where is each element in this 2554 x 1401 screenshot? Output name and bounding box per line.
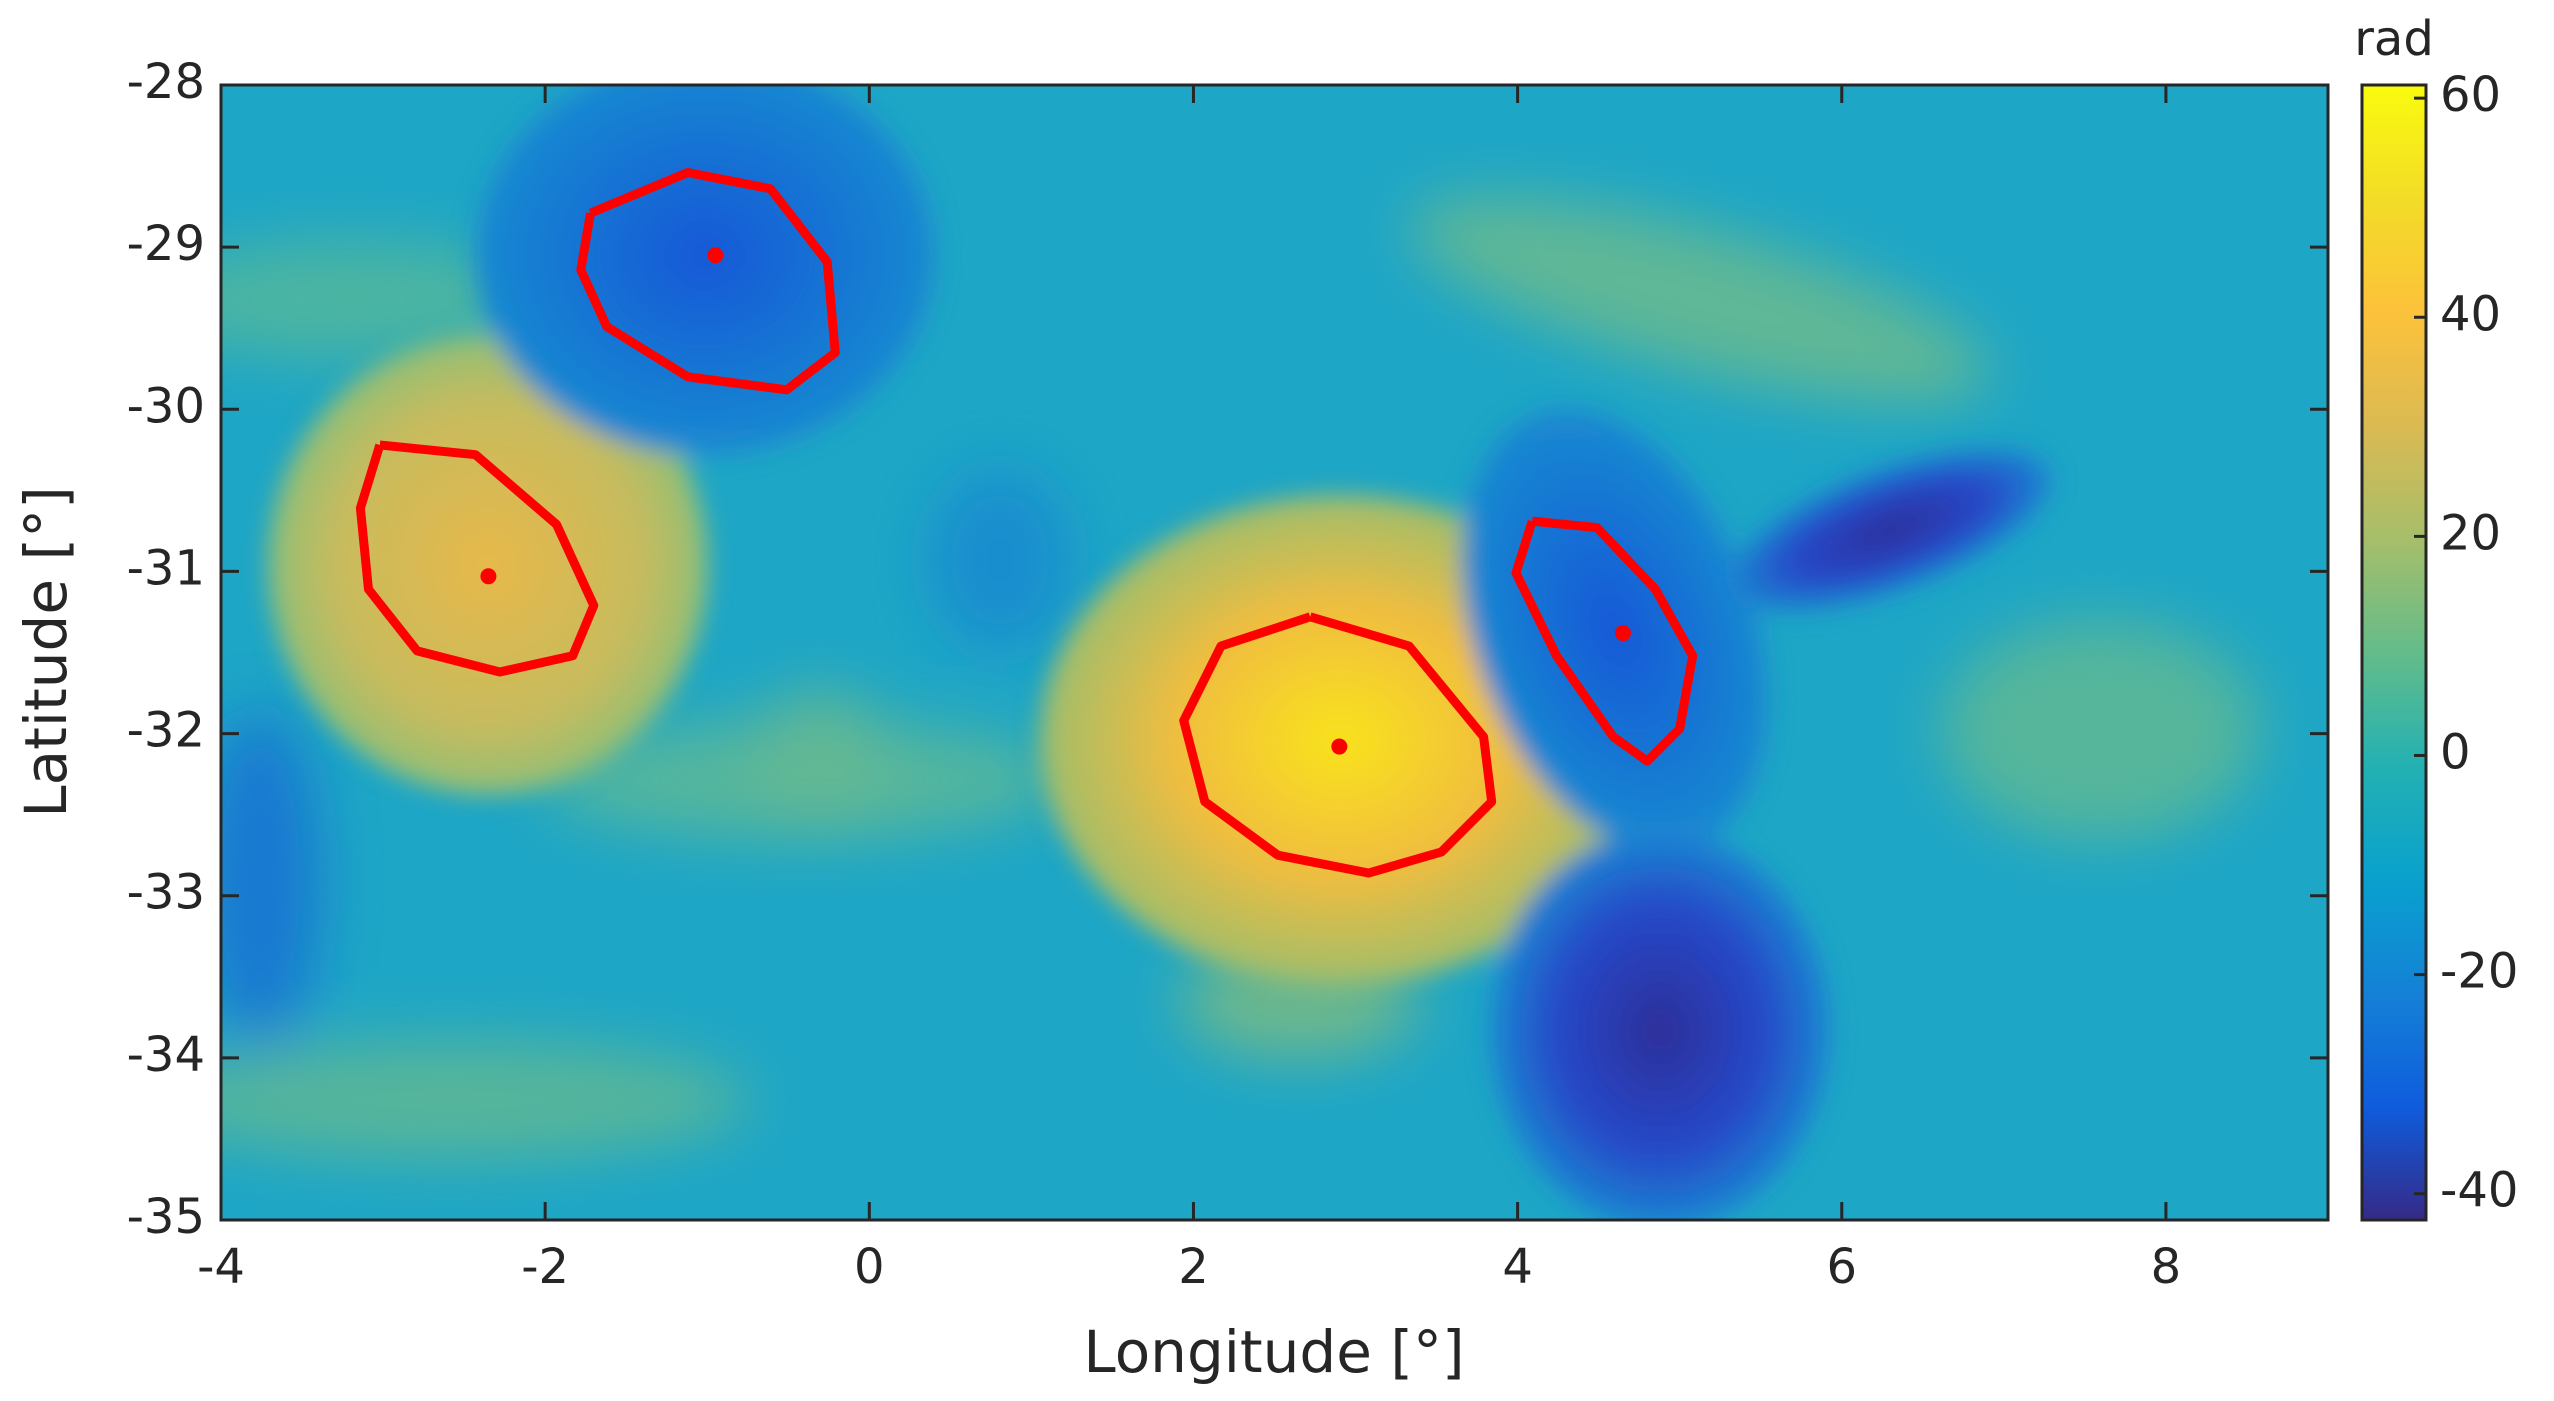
x-axis-label: Longitude [°] xyxy=(1083,1318,1464,1386)
eddy-contour xyxy=(576,168,840,395)
eddy-center xyxy=(1614,625,1631,642)
colorbar-tick-label: -40 xyxy=(2440,1163,2518,1219)
x-tick-label: 8 xyxy=(2151,1239,2182,1295)
y-tick-label: -34 xyxy=(127,1027,205,1083)
eddy-center xyxy=(707,247,724,264)
colorbar-tick-label: 40 xyxy=(2440,286,2501,342)
y-tick-label: -31 xyxy=(127,540,205,596)
colorbar-label: rad xyxy=(2354,11,2434,67)
y-tick-label: -29 xyxy=(127,216,205,272)
colorbar-tick-label: 0 xyxy=(2440,724,2471,780)
x-tick-label: -2 xyxy=(521,1239,569,1295)
y-axis-label: Latitude [°] xyxy=(12,486,80,817)
x-tick-label: 2 xyxy=(1178,1239,1209,1295)
eddy-contour xyxy=(355,440,599,677)
x-tick-label: 6 xyxy=(1826,1239,1857,1295)
x-tick-label: -4 xyxy=(197,1239,245,1295)
y-tick-label: -28 xyxy=(127,54,205,110)
eddy-center xyxy=(480,568,497,585)
y-tick-label: -32 xyxy=(127,703,205,759)
x-tick-label: 4 xyxy=(1502,1239,1533,1295)
colorbar-tick-label: -20 xyxy=(2440,944,2518,1000)
eddy-contour xyxy=(1179,612,1497,878)
eddy-center xyxy=(1331,738,1348,755)
y-tick-label: -30 xyxy=(127,378,205,434)
y-tick-label: -33 xyxy=(127,865,205,921)
colorbar-tick-label: 20 xyxy=(2440,505,2501,561)
y-tick-label: -35 xyxy=(127,1189,205,1245)
x-tick-label: 0 xyxy=(854,1239,885,1295)
plot-frame xyxy=(219,83,2330,1222)
colorbar-tick-label: 60 xyxy=(2440,67,2501,123)
eddy-contour xyxy=(1511,516,1698,766)
colorbar xyxy=(2360,83,2428,1222)
